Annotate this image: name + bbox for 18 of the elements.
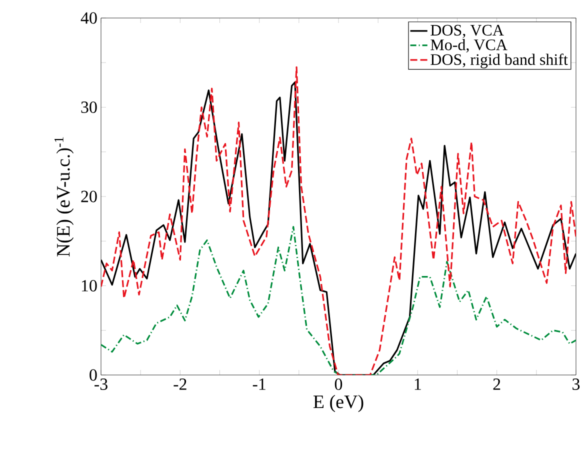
line-series (101, 226, 576, 375)
y-axis-title: N(E) (eV-u.c.)$^{-1}$ (54, 137, 74, 257)
legend-label: Mo-d, VCA (430, 38, 508, 53)
legend-label: DOS, VCA (430, 24, 504, 38)
x-tick-label: 1 (414, 378, 421, 390)
x-tick-label: 2 (493, 378, 500, 390)
x-tick-label: -3 (94, 378, 108, 390)
x-axis-title: E (eV) (313, 394, 364, 412)
y-tick-label: 30 (81, 102, 97, 113)
x-tick-label: -2 (174, 378, 186, 390)
x-tick-label: -1 (252, 378, 266, 390)
legend-label: DOS, rigid band shift (430, 54, 568, 68)
y-tick-label: 10 (82, 280, 97, 292)
x-tick-label: 0 (334, 378, 342, 390)
y-tick-label: 0 (90, 369, 97, 381)
y-tick-label: 20 (81, 190, 97, 202)
y-tick-label: 40 (80, 12, 97, 24)
x-tick-label: 3 (572, 378, 580, 390)
